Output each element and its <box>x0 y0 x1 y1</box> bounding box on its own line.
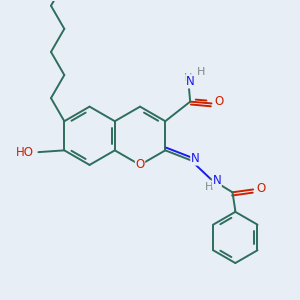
Text: N: N <box>191 152 200 165</box>
Text: O: O <box>135 158 145 171</box>
Text: N: N <box>212 174 221 187</box>
Text: HO: HO <box>16 146 34 159</box>
Text: H: H <box>184 73 193 83</box>
Text: O: O <box>256 182 266 195</box>
Text: H: H <box>205 182 213 192</box>
Text: H: H <box>197 67 205 77</box>
Text: N: N <box>186 75 195 88</box>
Text: O: O <box>215 95 224 108</box>
